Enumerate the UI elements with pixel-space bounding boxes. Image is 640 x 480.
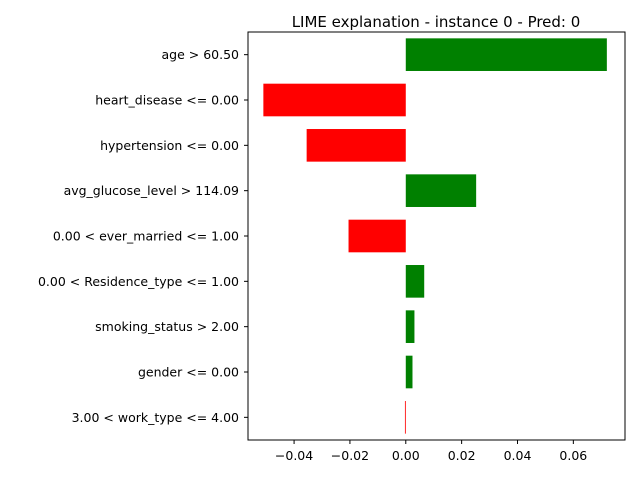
bar-7 [405, 355, 413, 389]
bar-6 [405, 310, 415, 343]
y-tick-label-4: 0.00 < ever_married <= 1.00 [53, 229, 239, 244]
y-tick-label-3: avg_glucose_level > 114.09 [64, 183, 239, 198]
bar-1 [263, 83, 406, 117]
y-tick-label-2: hypertension <= 0.00 [100, 138, 239, 153]
bar-8 [404, 401, 406, 434]
bar-5 [405, 265, 425, 298]
x-tick-label-3: 0.02 [448, 448, 476, 463]
plot-frame [247, 31, 626, 441]
y-tick-label-8: 3.00 < work_type <= 4.00 [72, 410, 239, 425]
y-tick-label-6: smoking_status > 2.00 [95, 319, 239, 334]
y-tick-label-5: 0.00 < Residence_type <= 1.00 [38, 274, 239, 289]
bar-3 [405, 174, 477, 207]
chart-title: LIME explanation - instance 0 - Pred: 0 [292, 13, 581, 31]
x-tick-label-4: 0.04 [504, 448, 532, 463]
y-tick-labels: age > 60.50 heart_disease <= 0.00 hyperten… [38, 47, 248, 425]
x-tick-label-1: −0.02 [331, 448, 369, 463]
x-ticks: −0.04 −0.02 0.00 0.02 0.04 0.06 [275, 440, 587, 463]
y-tick-label-7: gender <= 0.00 [138, 365, 239, 380]
y-tick-label-0: age > 60.50 [162, 47, 240, 62]
bars-group [263, 38, 607, 434]
bar-2 [306, 129, 406, 162]
x-tick-label-5: 0.06 [559, 448, 587, 463]
x-tick-label-0: −0.04 [275, 448, 313, 463]
bar-4 [348, 219, 406, 253]
y-tick-label-1: heart_disease <= 0.00 [95, 93, 239, 108]
x-tick-label-2: 0.00 [392, 448, 420, 463]
bar-0 [405, 38, 607, 71]
